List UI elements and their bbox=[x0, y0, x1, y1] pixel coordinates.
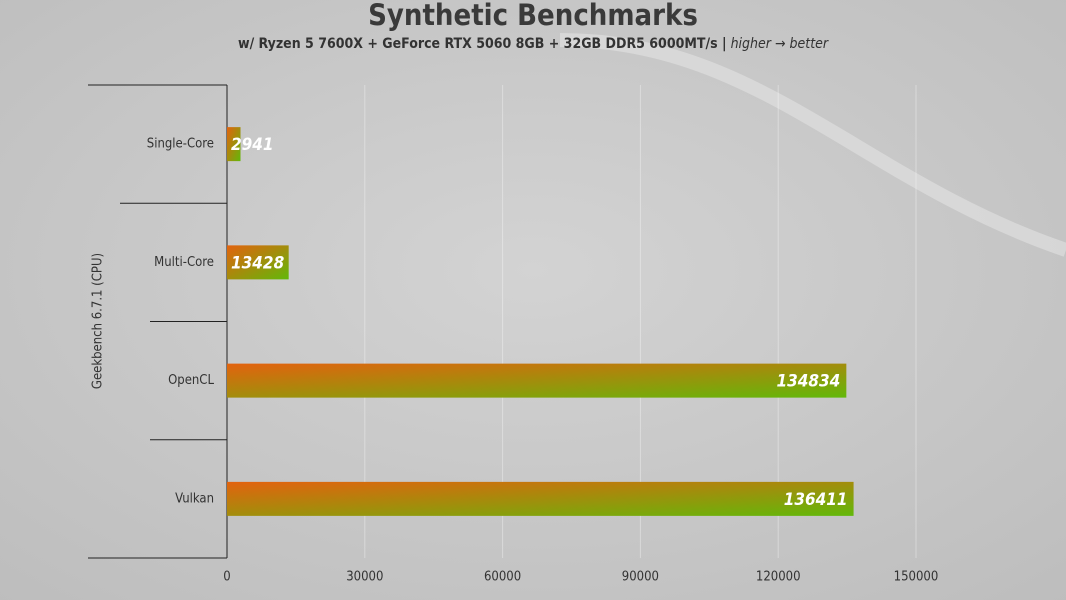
x-tick-label: 30000 bbox=[346, 570, 383, 585]
subtitle-note: higher → better bbox=[731, 36, 829, 52]
bar bbox=[227, 481, 854, 516]
subtitle-main: w/ Ryzen 5 7600X + GeForce RTX 5060 8GB … bbox=[238, 36, 727, 52]
x-tick-label: 0 bbox=[223, 570, 230, 585]
y-tick-label: Multi-Core bbox=[154, 255, 214, 270]
y-tick-label: OpenCL bbox=[168, 373, 214, 388]
x-tick-label: 60000 bbox=[484, 570, 521, 585]
value-label: 13428 bbox=[231, 253, 285, 273]
y-tick-label: Single-Core bbox=[147, 137, 214, 152]
bar bbox=[227, 127, 241, 162]
decoration bbox=[559, 33, 1066, 257]
chart-subtitle: w/ Ryzen 5 7600X + GeForce RTX 5060 8GB … bbox=[238, 36, 829, 52]
value-label: 134834 bbox=[776, 372, 840, 392]
x-tick-label: 150000 bbox=[894, 570, 939, 585]
chart-title: Synthetic Benchmarks bbox=[368, 0, 698, 32]
y-tick-label: Vulkan bbox=[175, 491, 214, 506]
x-tick-label: 90000 bbox=[622, 570, 659, 585]
value-label: 136411 bbox=[784, 490, 848, 510]
bar bbox=[227, 363, 847, 398]
x-tick-label: 120000 bbox=[756, 570, 801, 585]
group-label: Geekbench 6.7.1 (CPU) bbox=[91, 253, 106, 389]
value-label: 2941 bbox=[231, 135, 274, 155]
bar bbox=[227, 245, 289, 280]
